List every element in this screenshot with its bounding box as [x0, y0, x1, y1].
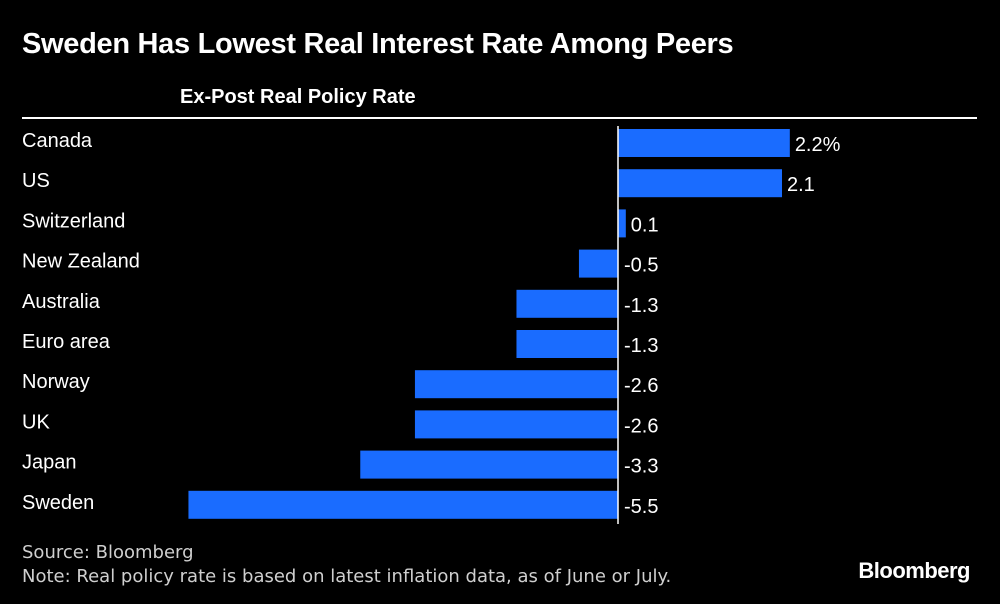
value-label: 0.1	[631, 214, 659, 236]
bar-euro-area	[516, 330, 618, 358]
category-label: Norway	[22, 371, 90, 393]
value-label: -1.3	[624, 335, 658, 357]
category-label: Australia	[22, 291, 101, 313]
bar-sweden	[188, 490, 618, 519]
category-label: Euro area	[22, 331, 111, 353]
footnote: Note: Real policy rate is based on lates…	[22, 566, 672, 587]
value-label: 2.2%	[795, 134, 841, 156]
value-label: -5.5	[624, 496, 658, 518]
top-rule	[22, 117, 977, 119]
bar-norway	[414, 370, 618, 399]
category-label: Switzerland	[22, 210, 125, 232]
bar-canada	[618, 129, 790, 157]
category-label: New Zealand	[22, 251, 140, 273]
value-label: -1.3	[624, 295, 658, 317]
bar-uk	[414, 410, 618, 439]
category-label: US	[22, 170, 50, 192]
source-note: Source: Bloomberg	[22, 542, 194, 563]
category-label: Canada	[22, 130, 93, 152]
bar-us	[618, 169, 783, 198]
bar-switzerland	[618, 209, 626, 238]
category-label: UK	[22, 411, 50, 433]
bloomberg-logo: Bloomberg	[858, 558, 970, 583]
chart-subtitle: Ex-Post Real Policy Rate	[180, 86, 416, 108]
value-label: 2.1	[787, 174, 815, 196]
category-label: Japan	[22, 452, 77, 474]
bar-australia	[516, 289, 618, 318]
bar-new-zealand	[578, 249, 618, 278]
bar-japan	[360, 450, 618, 479]
value-label: -2.6	[624, 375, 658, 397]
chart-title: Sweden Has Lowest Real Interest Rate Amo…	[22, 28, 734, 60]
value-label: -3.3	[624, 456, 658, 478]
category-label: Sweden	[22, 492, 94, 514]
value-label: -0.5	[624, 255, 658, 277]
value-label: -2.6	[624, 415, 658, 437]
